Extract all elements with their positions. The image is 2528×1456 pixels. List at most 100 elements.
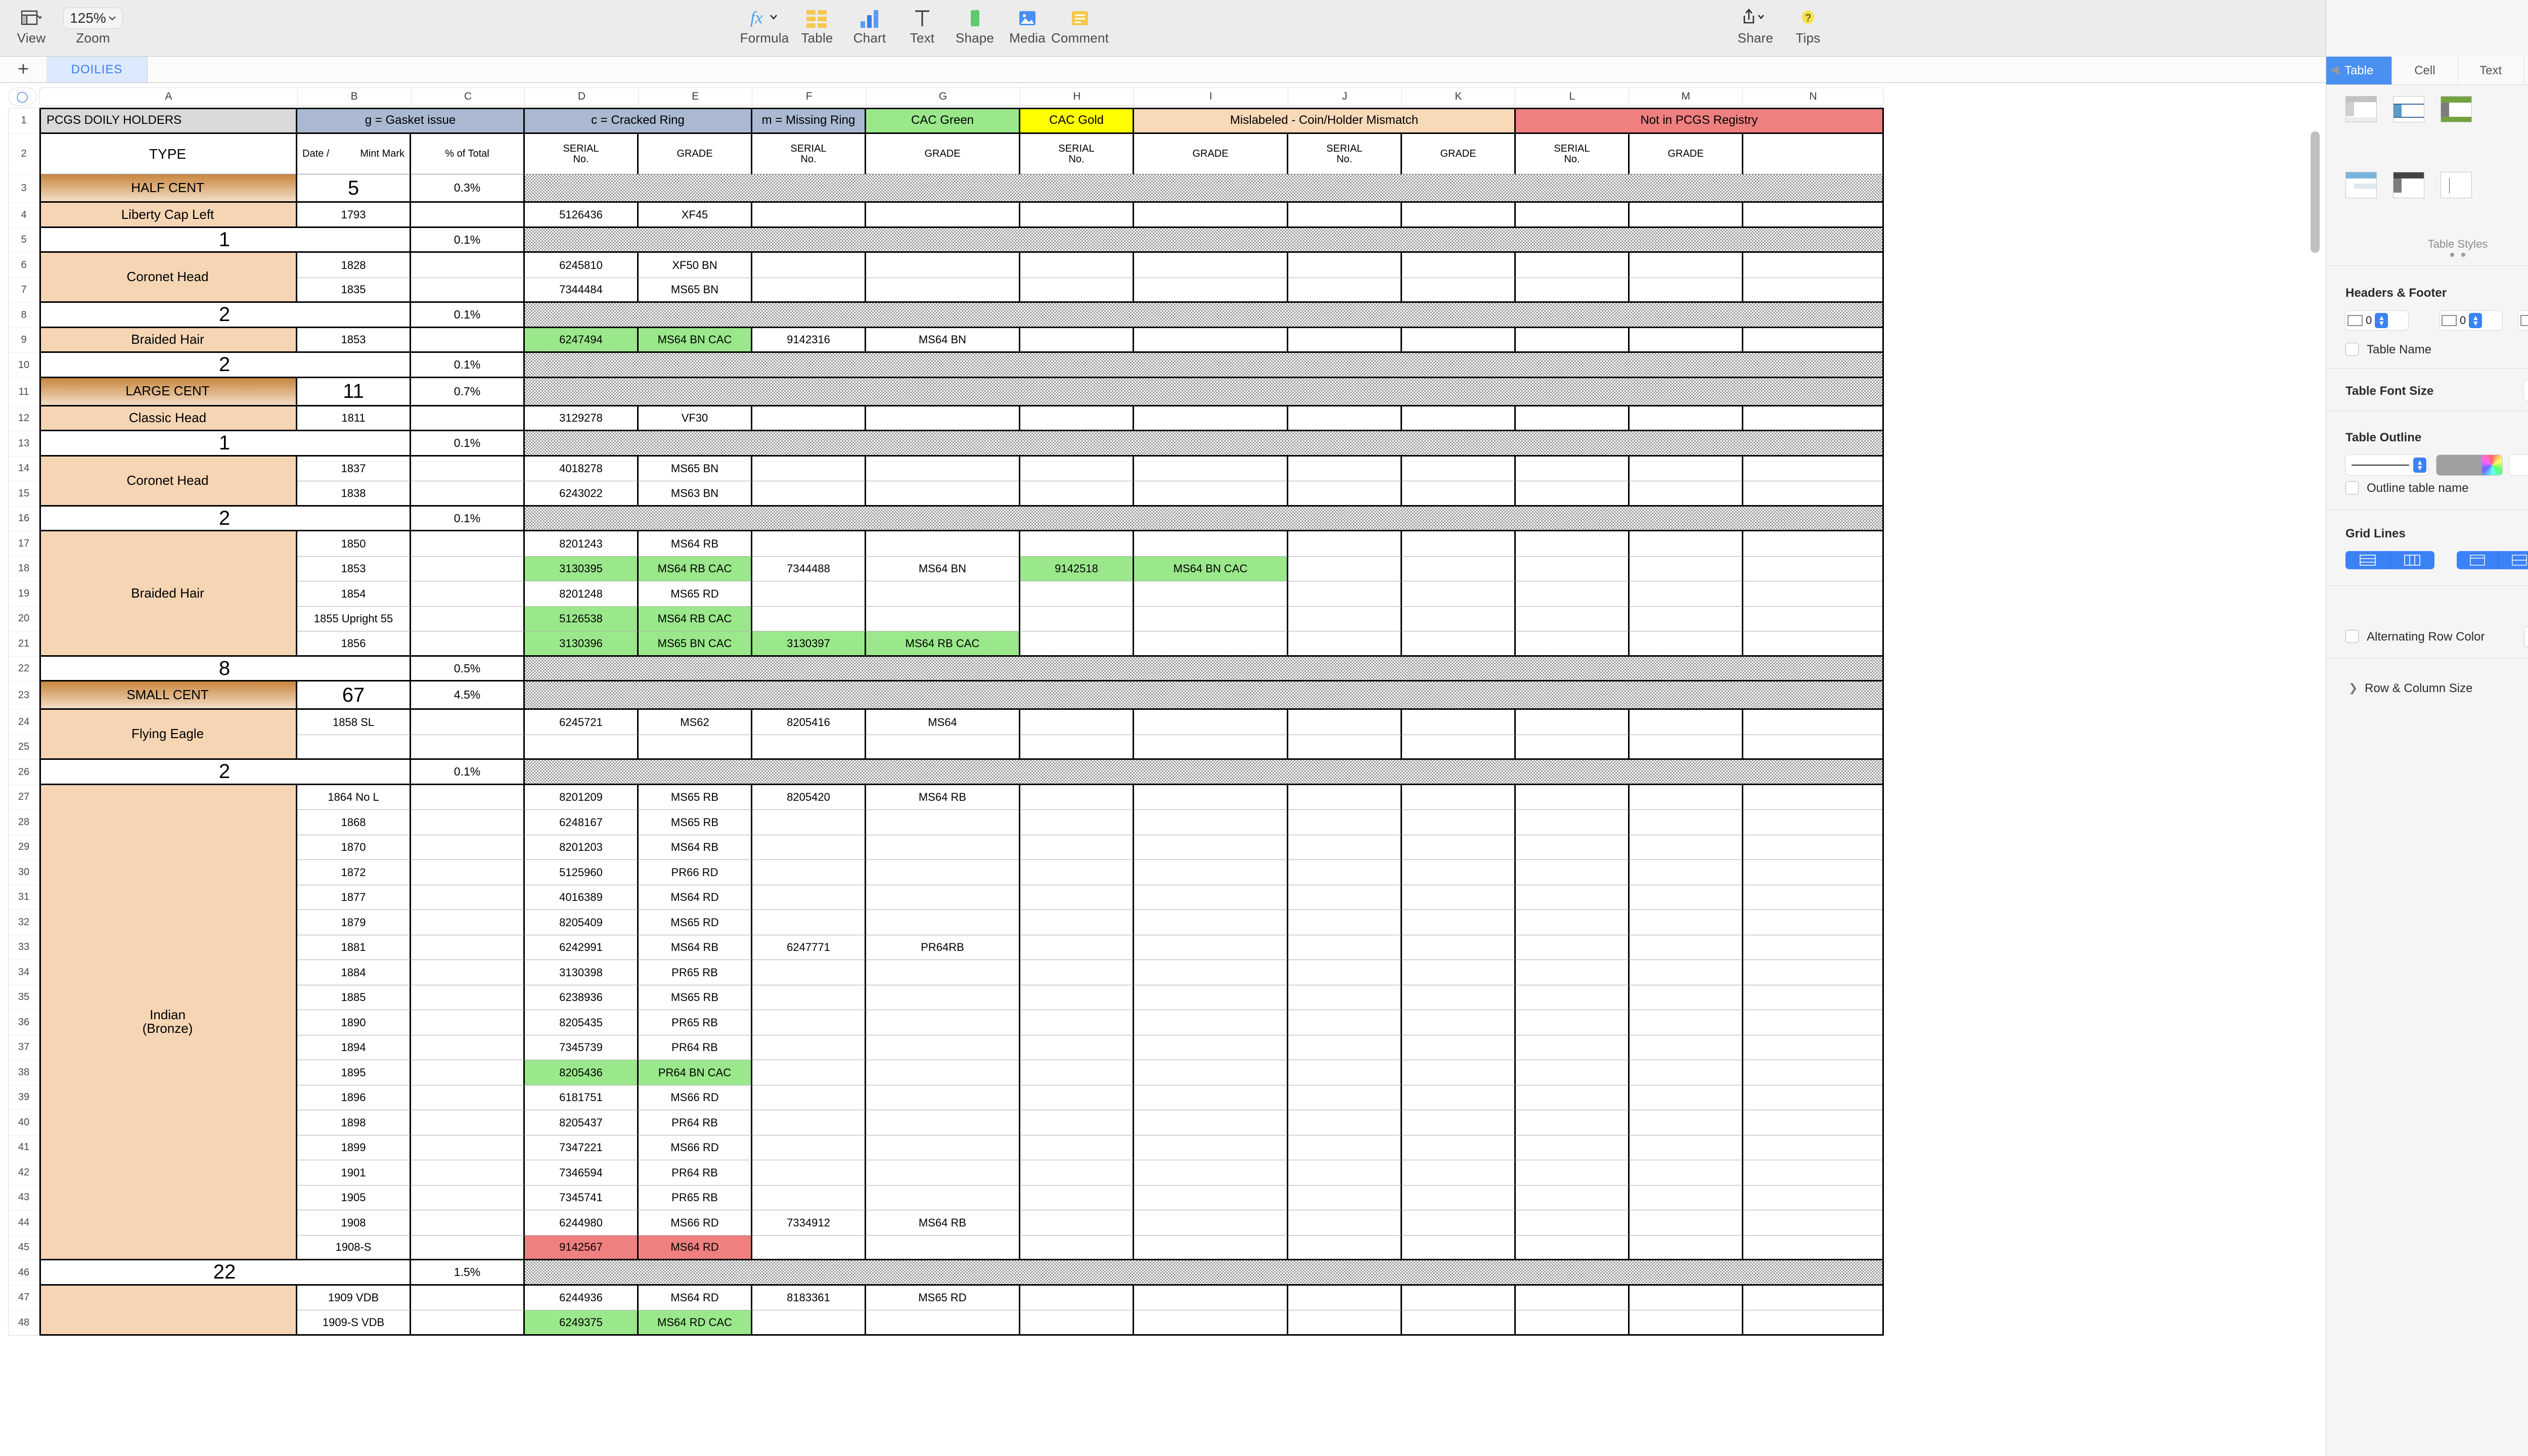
empty-cell-H34[interactable]: [1020, 960, 1134, 985]
empty-cell-L14[interactable]: [1516, 456, 1630, 481]
empty-cell-H12[interactable]: [1020, 406, 1134, 431]
serial-cell-D38[interactable]: 8205436: [525, 1060, 639, 1085]
empty-cell-N9[interactable]: [1743, 328, 1884, 353]
empty-cell-I39[interactable]: [1134, 1085, 1288, 1110]
view-button[interactable]: View: [5, 4, 58, 46]
empty-cell-M15[interactable]: [1630, 481, 1743, 507]
empty-cell-J20[interactable]: [1288, 606, 1402, 631]
tips-button[interactable]: ? Tips: [1782, 4, 1834, 46]
column-header-A[interactable]: A: [40, 88, 298, 105]
empty-cell-M20[interactable]: [1630, 606, 1743, 631]
empty-cell-J19[interactable]: [1288, 581, 1402, 607]
empty-cell-M39[interactable]: [1630, 1085, 1743, 1110]
summary-pct-16[interactable]: 0.1%: [411, 506, 525, 531]
serial-cell-D24[interactable]: 6245721: [525, 710, 639, 735]
empty-cell-H7[interactable]: [1020, 278, 1134, 303]
row-header-13[interactable]: 13: [8, 431, 39, 457]
column-header-J[interactable]: J: [1288, 88, 1402, 105]
pct-cell-14[interactable]: [411, 456, 525, 481]
empty-cell-K38[interactable]: [1402, 1060, 1516, 1085]
shape-button[interactable]: Shape: [949, 4, 1001, 46]
empty-cell-K44[interactable]: [1402, 1210, 1516, 1236]
grade-cell-E15[interactable]: MS63 BN: [639, 481, 752, 507]
serial-cell-D7[interactable]: 7344484: [525, 278, 639, 303]
empty-cell-H45[interactable]: [1020, 1235, 1134, 1260]
date-cell-42[interactable]: 1901: [297, 1160, 411, 1186]
vertical-scrollbar-thumb[interactable]: [2311, 131, 2320, 253]
summary-pct-22[interactable]: 0.5%: [411, 656, 525, 681]
section-count-23[interactable]: 67: [297, 681, 411, 710]
serial-cell-D12[interactable]: 3129278: [525, 406, 639, 431]
empty-cell-F45[interactable]: [752, 1235, 866, 1260]
empty-cell-F48[interactable]: [752, 1310, 866, 1336]
empty-cell-H36[interactable]: [1020, 1010, 1134, 1035]
empty-cell-N32[interactable]: [1743, 910, 1884, 935]
empty-cell-F40[interactable]: [752, 1110, 866, 1135]
empty-cell-M33[interactable]: [1630, 935, 1743, 960]
row-header-5[interactable]: 5: [8, 228, 39, 253]
empty-cell-N25[interactable]: [1743, 735, 1884, 760]
empty-cell-I25[interactable]: [1134, 735, 1288, 760]
empty-cell-J21[interactable]: [1288, 631, 1402, 657]
outline-line-style-select[interactable]: ▲ ▼: [2345, 455, 2428, 475]
pct-cell-43[interactable]: [411, 1185, 525, 1210]
empty-cell-F15[interactable]: [752, 481, 866, 507]
alternating-row-swatch[interactable]: [2524, 627, 2528, 647]
summary-count-26[interactable]: 2: [39, 760, 411, 785]
empty-cell-F31[interactable]: [752, 885, 866, 910]
header-rows-stepper-arrows[interactable]: ▲ ▼: [2375, 313, 2388, 328]
summary-pct-5[interactable]: 0.1%: [411, 228, 525, 253]
grade-cell-E48[interactable]: MS64 RD CAC: [639, 1310, 752, 1336]
row-header-20[interactable]: 20: [8, 607, 39, 631]
outline-table-name-checkbox[interactable]: [2345, 481, 2359, 494]
empty-cell-N36[interactable]: [1743, 1010, 1884, 1035]
pct-cell-38[interactable]: [411, 1060, 525, 1085]
grade-cell-E9[interactable]: MS64 BN CAC: [639, 328, 752, 353]
empty-cell-I30[interactable]: [1134, 860, 1288, 885]
serial-cell-D41[interactable]: 7347221: [525, 1135, 639, 1160]
summary-count-22[interactable]: 8: [39, 656, 411, 681]
empty-cell-G40[interactable]: [866, 1110, 1020, 1135]
header-grade-10[interactable]: GRADE: [1630, 134, 1743, 174]
empty-cell-L43[interactable]: [1516, 1185, 1630, 1210]
empty-cell-I4[interactable]: [1134, 203, 1288, 228]
section-label-11[interactable]: LARGE CENT: [39, 378, 297, 406]
empty-cell-G14[interactable]: [866, 456, 1020, 481]
empty-cell-L25[interactable]: [1516, 735, 1630, 760]
grade-cell-E30[interactable]: PR66 RD: [639, 860, 752, 885]
grade-cell-I18[interactable]: MS64 BN CAC: [1134, 556, 1288, 581]
header-band-3[interactable]: c = Cracked Ring: [525, 108, 752, 134]
grid-horizontal-button[interactable]: [2345, 551, 2390, 569]
section-hatch-3[interactable]: [525, 174, 1884, 203]
summary-hatch-26[interactable]: [525, 760, 1884, 785]
empty-cell-K40[interactable]: [1402, 1110, 1516, 1135]
empty-cell-F43[interactable]: [752, 1185, 866, 1210]
date-cell-35[interactable]: 1885: [297, 985, 411, 1010]
empty-cell-I31[interactable]: [1134, 885, 1288, 910]
date-cell-45[interactable]: 1908-S: [297, 1235, 411, 1260]
empty-cell-N17[interactable]: [1743, 531, 1884, 557]
empty-cell-H37[interactable]: [1020, 1035, 1134, 1060]
empty-cell-N6[interactable]: [1743, 253, 1884, 278]
outline-color-swatch[interactable]: [2436, 455, 2482, 475]
empty-cell-I45[interactable]: [1134, 1235, 1288, 1260]
empty-cell-J24[interactable]: [1288, 710, 1402, 735]
empty-cell-M21[interactable]: [1630, 631, 1743, 657]
header-serial-no-9[interactable]: SERIAL No.: [1516, 134, 1630, 174]
table-style-swatch-2[interactable]: [2393, 96, 2424, 122]
font-size-smaller-button[interactable]: A: [2523, 385, 2528, 396]
grade-cell-E35[interactable]: MS65 RB: [639, 985, 752, 1010]
empty-cell-F4[interactable]: [752, 203, 866, 228]
empty-cell-N28[interactable]: [1743, 810, 1884, 835]
empty-cell-J30[interactable]: [1288, 860, 1402, 885]
empty-cell-G31[interactable]: [866, 885, 1020, 910]
empty-cell-F41[interactable]: [752, 1135, 866, 1160]
date-cell-24[interactable]: 1858 SL: [297, 710, 411, 735]
serial-cell-D27[interactable]: 8201209: [525, 785, 639, 810]
empty-cell-K4[interactable]: [1402, 203, 1516, 228]
styles-page-dots[interactable]: [2326, 253, 2528, 257]
empty-cell-K25[interactable]: [1402, 735, 1516, 760]
row-header-47[interactable]: 47: [8, 1286, 39, 1310]
date-cell-21[interactable]: 1856: [297, 631, 411, 657]
serial-cell-F21[interactable]: 3130397: [752, 631, 866, 657]
